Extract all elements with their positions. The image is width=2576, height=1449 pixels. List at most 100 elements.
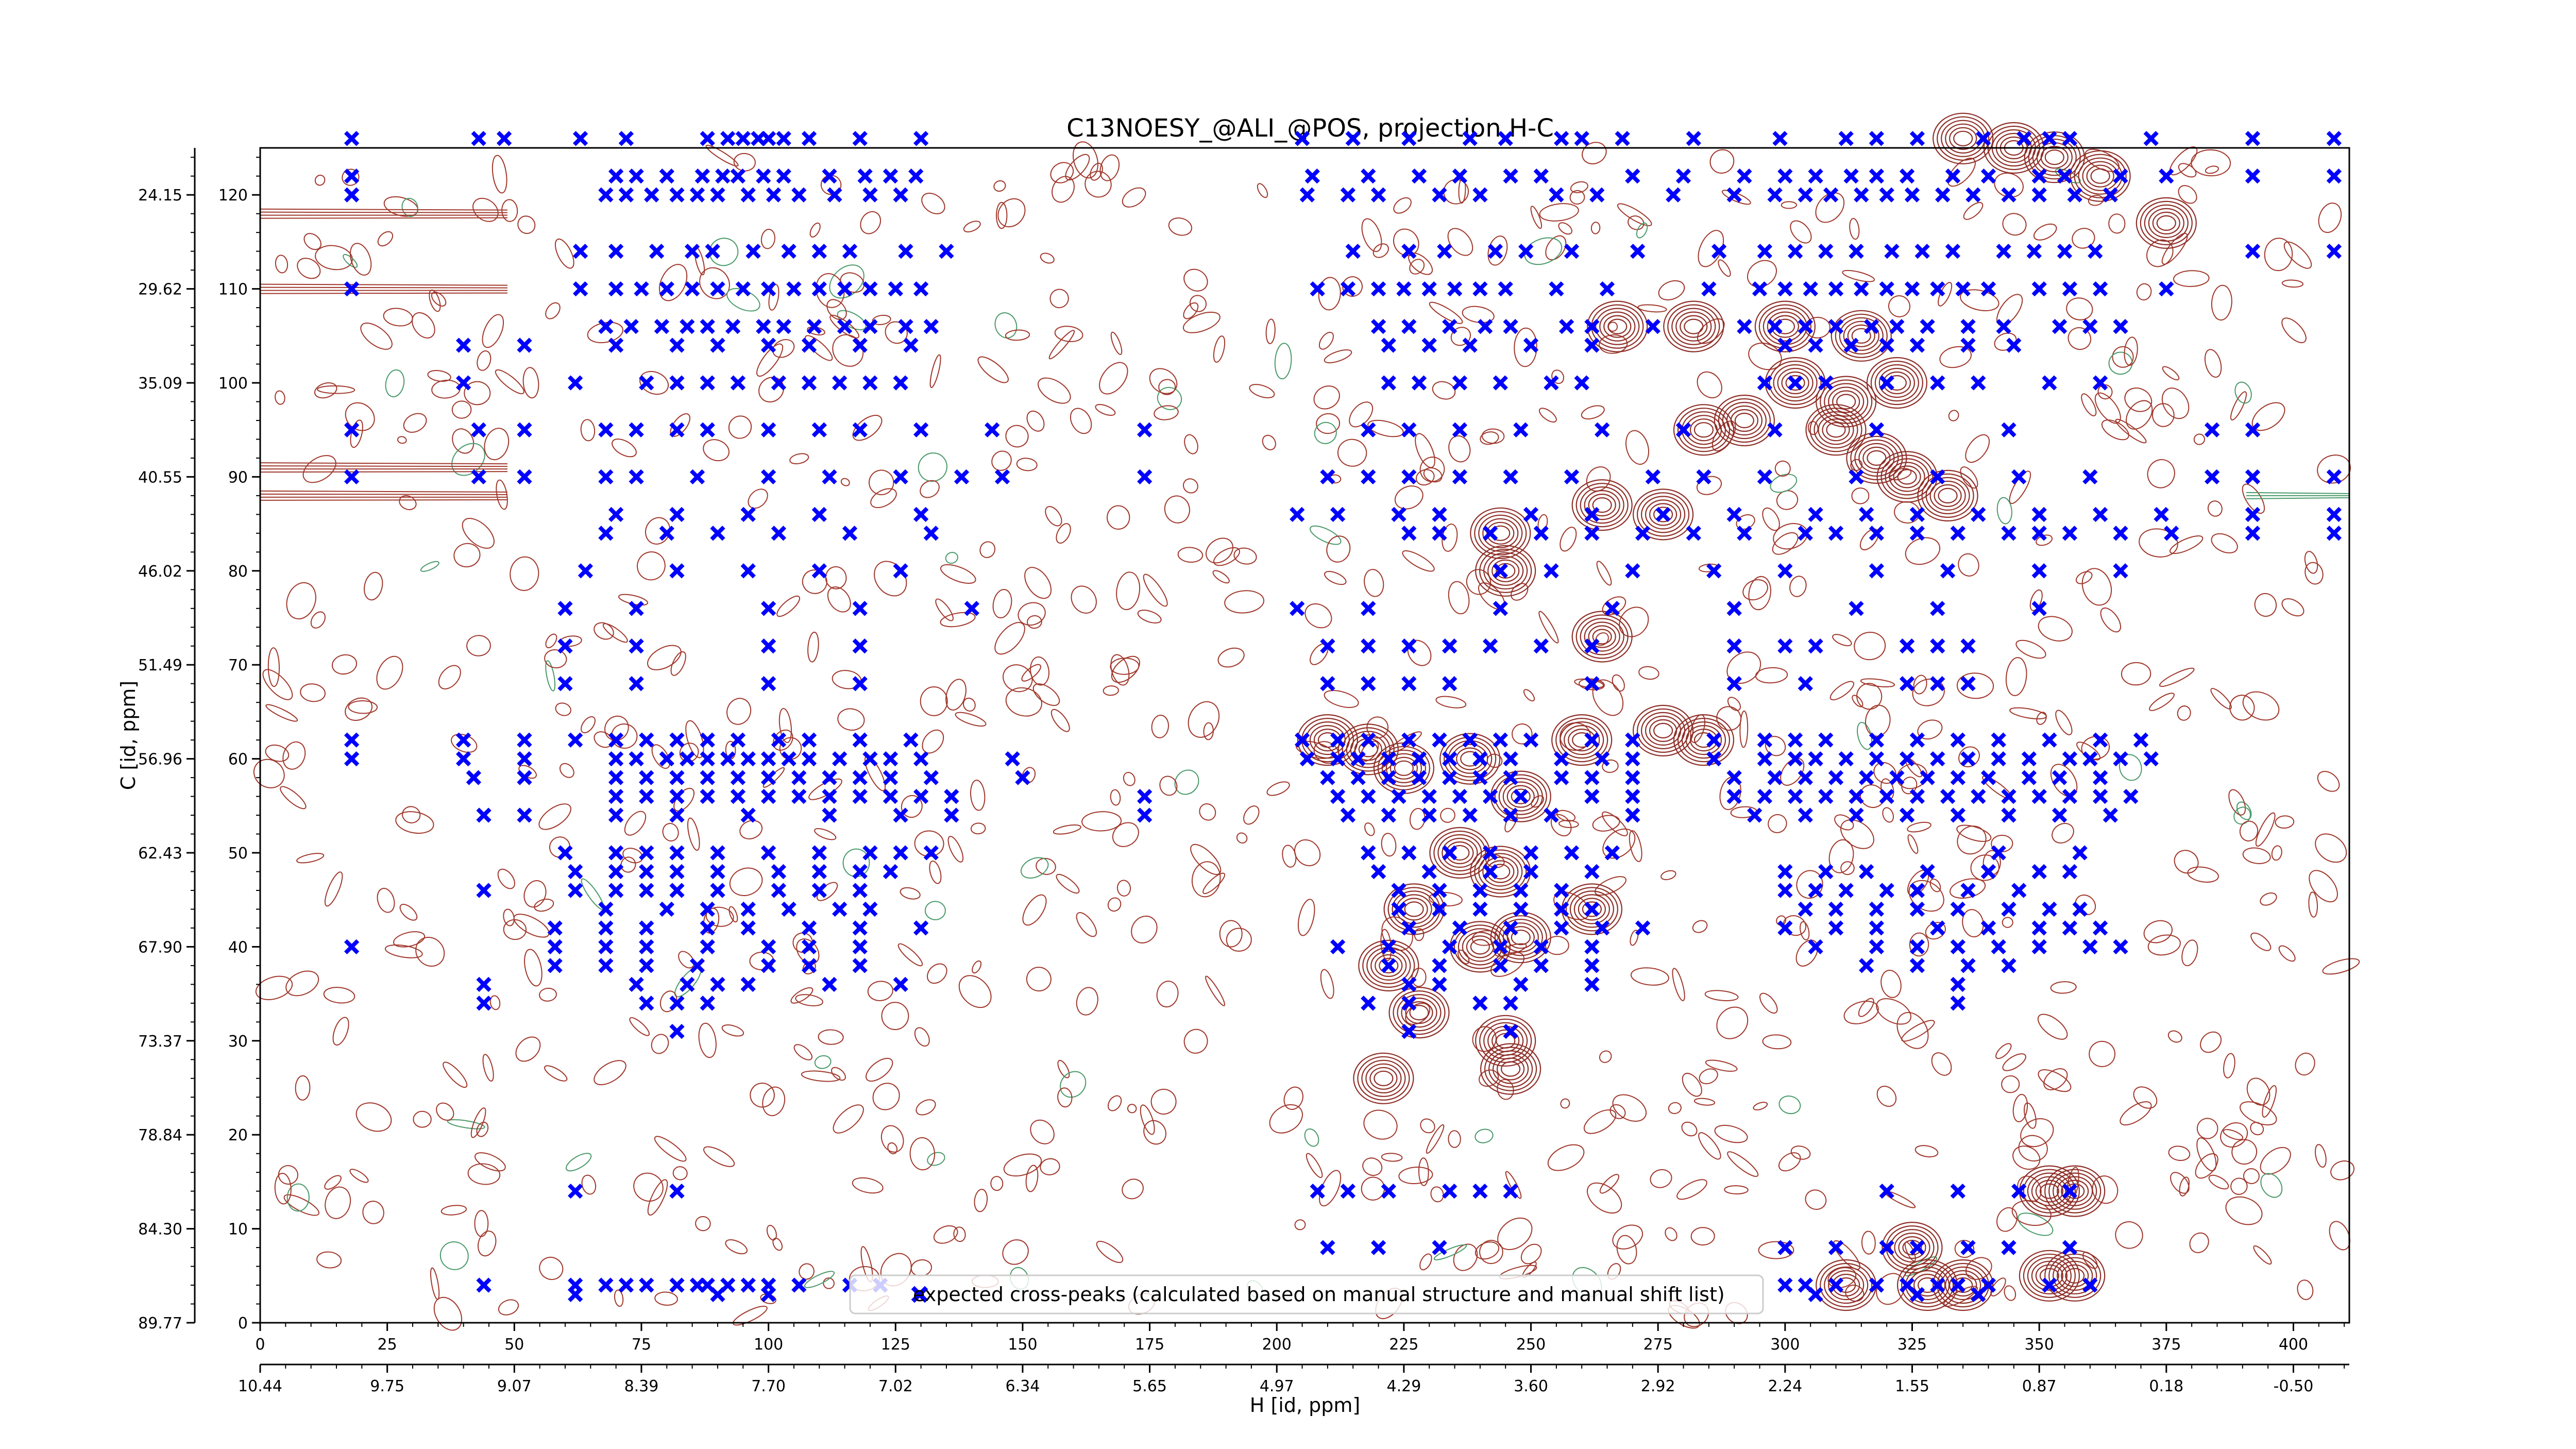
x-index-tick-label: 225 (1389, 1336, 1418, 1354)
cross-peak-point (1940, 788, 1956, 804)
noise-contour (1199, 803, 1216, 821)
noise-contour (958, 975, 992, 1008)
cross-peak-point (1889, 770, 1905, 785)
noise-contour (1084, 171, 1112, 198)
noise-contour (2088, 195, 2104, 206)
cross-peak-point (1854, 281, 1869, 297)
peak-contour (1880, 454, 1934, 499)
cross-peak-point (1726, 676, 1742, 692)
cross-peak-point (1920, 770, 1935, 785)
cross-peak-point (639, 920, 654, 936)
noise-contour (447, 1119, 485, 1130)
cross-peak-point (1401, 422, 1417, 437)
cross-peak-point (700, 422, 715, 437)
cross-peak-point (1752, 281, 1768, 297)
cross-peak-point (598, 920, 614, 936)
cross-peak-point (1604, 601, 1620, 616)
cross-peak-point (568, 1287, 583, 1302)
noise-contour (2084, 148, 2120, 172)
noise-contour (920, 480, 940, 498)
peak-contour (1854, 439, 1899, 477)
x-ppm-tick-label: 0.87 (2022, 1377, 2057, 1395)
noise-contour (1056, 873, 1080, 894)
noise-contour (1592, 679, 1624, 716)
peak-contour (1506, 926, 1535, 949)
cross-peak-point (1869, 751, 1885, 767)
noise-contour (498, 1299, 519, 1316)
cross-peak-point (1421, 338, 1437, 353)
cross-peak-point (1381, 375, 1396, 391)
cross-peak-point (1442, 770, 1458, 785)
noise-contour (1774, 460, 1791, 477)
cross-peak-point (700, 939, 715, 955)
cross-peak-point (1574, 375, 1589, 391)
noise-contour (510, 556, 539, 591)
cross-peak-point (1950, 996, 1965, 1011)
y-ppm-tick-label: 67.90 (138, 938, 182, 956)
peak-contour (1633, 488, 1694, 541)
cross-peak-point (1798, 676, 1813, 692)
cross-peak-point (344, 169, 360, 184)
cross-peak-point (1869, 526, 1885, 541)
cross-peak-point (837, 318, 853, 334)
cross-peak-point (822, 469, 837, 485)
noise-contour (2124, 387, 2153, 412)
cross-peak-point (1584, 338, 1600, 353)
cross-peak-point (1513, 883, 1529, 898)
noise-contour (2004, 1285, 2016, 1301)
cross-peak-point (1686, 526, 1701, 541)
noise-contour (1076, 912, 1097, 937)
noise-contour (2002, 1053, 2026, 1071)
peak-contour (1496, 563, 1516, 579)
cross-peak-point (1493, 958, 1508, 973)
cross-peak-point (1361, 638, 1376, 654)
cross-peak-point (1401, 845, 1417, 861)
cross-peak-point (1737, 526, 1752, 541)
cross-peak-point (1437, 243, 1452, 259)
cross-peak-point (700, 788, 715, 804)
noise-contour (2230, 391, 2247, 420)
cross-peak-point (1635, 920, 1651, 936)
noise-contour (1558, 820, 1579, 828)
noise-contour (1233, 547, 1257, 565)
cross-peak-point (1655, 507, 1671, 523)
noise-contour (1716, 1006, 1749, 1039)
noise-contour (2205, 165, 2219, 174)
noise-contour (2225, 1196, 2263, 1225)
peak-contour (1405, 1001, 1433, 1024)
peak-contour (1685, 724, 1722, 755)
cross-peak-point (1787, 375, 1803, 391)
cross-peak-point (913, 751, 929, 767)
cross-peak-point (2031, 601, 2047, 616)
noise-contour (1283, 1086, 1303, 1110)
cross-peak-point (1401, 638, 1417, 654)
noise-contour (1005, 687, 1042, 717)
cross-peak-point (1584, 638, 1600, 654)
peak-contour (2074, 154, 2127, 198)
peak-contour (1637, 708, 1690, 753)
cross-peak-point (455, 375, 471, 391)
noise-contour (2196, 1118, 2218, 1139)
cross-peak-point (1828, 281, 1844, 297)
noise-contour (1297, 899, 1315, 936)
noise-contour (624, 811, 647, 836)
noise-contour (314, 382, 337, 399)
peak-contour (1953, 130, 1973, 146)
cross-peak-point (2001, 958, 2016, 973)
cross-peak-point (659, 901, 674, 917)
noise-contour (772, 729, 793, 751)
noise-contour (1432, 381, 1456, 400)
cross-peak-point (760, 1287, 776, 1302)
cross-peak-point (659, 526, 674, 541)
cross-peak-point (766, 187, 782, 203)
cross-peak-point (760, 788, 776, 804)
cross-peak-point (1401, 469, 1417, 485)
peak-contour (1836, 394, 1856, 410)
cross-peak-point (1645, 469, 1660, 485)
noise-contour (1965, 434, 1990, 463)
noise-contour (1177, 547, 1204, 563)
noise-contour (1024, 567, 1052, 599)
noise-contour (829, 264, 865, 299)
noise-contour (1939, 346, 1972, 368)
cross-peak-point (811, 507, 827, 523)
